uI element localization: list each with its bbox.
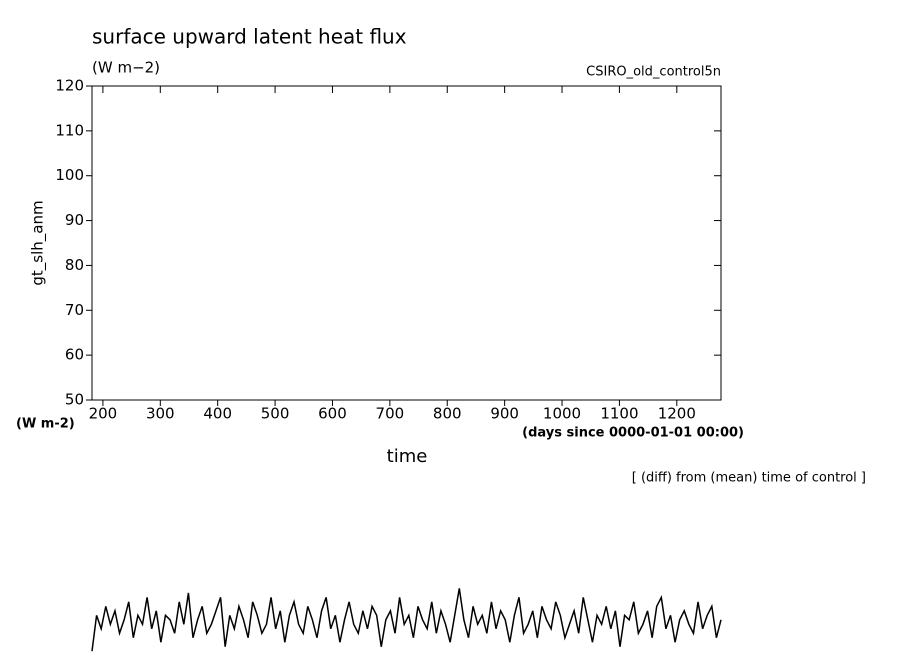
y-tick-label: 90 [65,211,84,229]
x-tick-label: 1100 [600,405,638,423]
y-tick-label: 100 [55,166,84,184]
x-tick-label: 700 [376,405,405,423]
x-tick-label: 400 [203,405,232,423]
plot-frame [91,85,722,401]
y-tick-label: 70 [65,301,84,319]
chart-subtitle: (W m−2) [92,59,160,77]
y-tick-label: 50 [65,391,84,409]
x-tick-label: 900 [490,405,519,423]
x-tick-label: 600 [318,405,347,423]
y-tick-label: 110 [55,121,84,139]
y-axis-label: gt_slh_anm [29,200,48,285]
data-line [91,588,722,652]
chart-title: surface upward latent heat flux [92,25,407,49]
y-units: (W m-2) [16,417,75,432]
x-tick-label: 800 [433,405,462,423]
y-tick-label: 120 [55,77,84,95]
x-axis-label: time [387,446,428,467]
x-tick-label: 1200 [658,405,696,423]
y-tick-label: 60 [65,346,84,364]
x-tick-label: 500 [261,405,290,423]
x-tick-label: 1000 [543,405,581,423]
note: [ (diff) from (mean) time of control ] [632,471,866,486]
x-tick-label: 300 [146,405,175,423]
x-tick-label: 200 [89,405,118,423]
x-units: (days since 0000-01-01 00:00) [522,426,744,441]
run-label: CSIRO_old_control5n [586,65,721,80]
y-tick-label: 80 [65,256,84,274]
